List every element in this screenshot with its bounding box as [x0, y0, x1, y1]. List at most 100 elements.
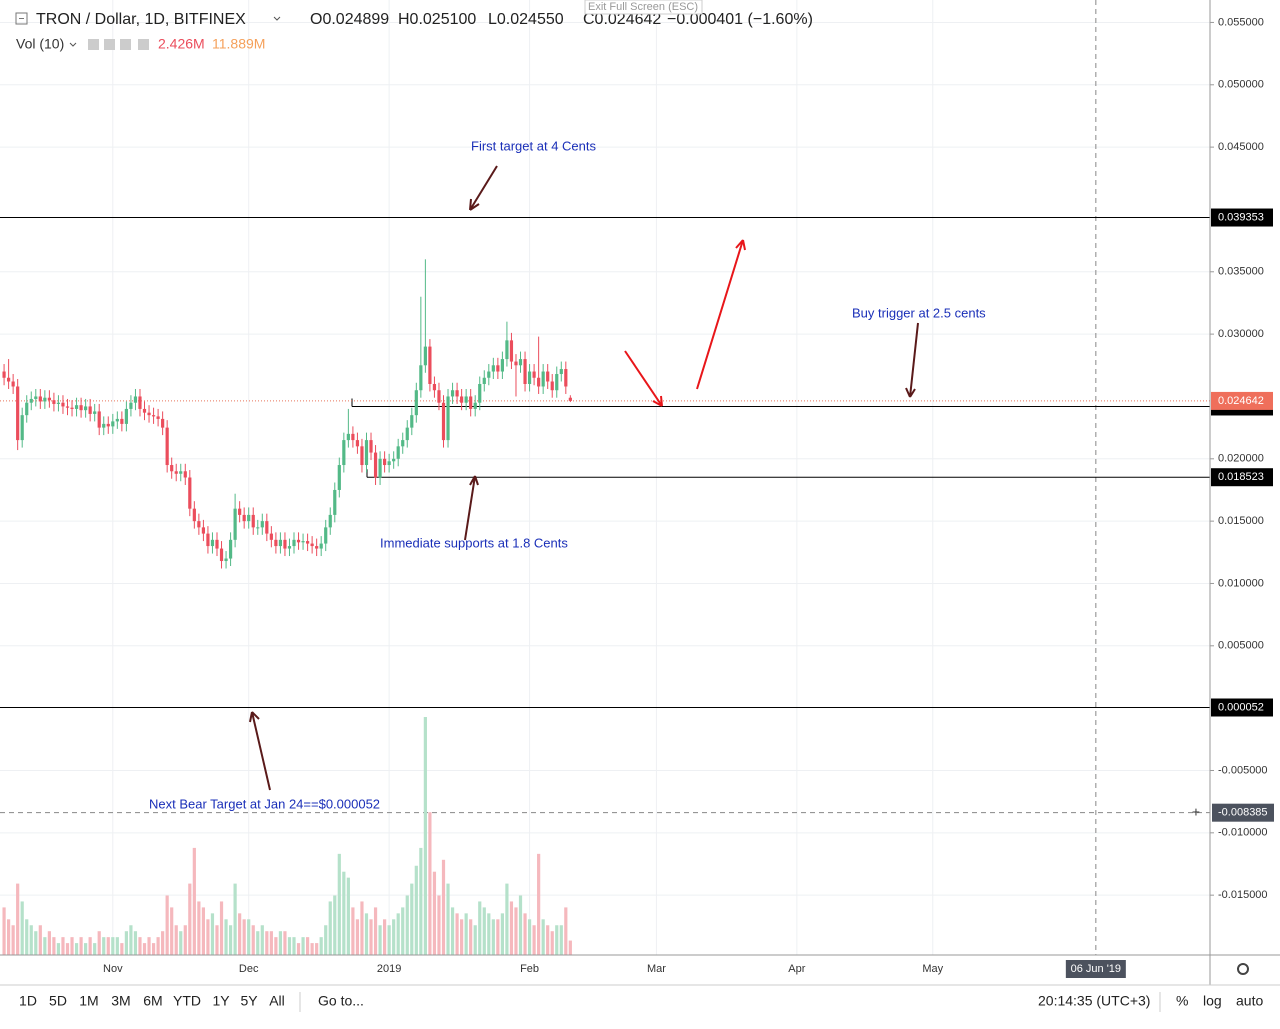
- candle-body: [228, 539, 233, 559]
- close: C0.024642: [583, 11, 661, 28]
- candle-body: [269, 533, 273, 540]
- volume-bar: [369, 919, 373, 955]
- volume-bar: [61, 937, 65, 955]
- volume-bar: [142, 943, 147, 955]
- volume-bar: [432, 871, 437, 955]
- auto-toggle[interactable]: auto: [1236, 993, 1263, 1009]
- crosshair-x-box: [1065, 960, 1126, 978]
- range-button[interactable]: 5D: [49, 993, 67, 1009]
- exit-button[interactable]: [584, 0, 703, 15]
- candle-body: [460, 396, 464, 403]
- collapse-icon[interactable]: [15, 12, 28, 25]
- volume-bar: [120, 943, 124, 955]
- volume-bar: [328, 901, 332, 955]
- volume-bar: [251, 925, 255, 955]
- candle-body: [111, 421, 115, 427]
- candle-body: [450, 390, 455, 397]
- range-button[interactable]: 6M: [143, 993, 162, 1009]
- candle-body: [84, 406, 88, 411]
- candle-body: [337, 465, 341, 490]
- volume-bar: [310, 943, 314, 955]
- x-tick-label: May: [922, 963, 943, 975]
- candle-body: [192, 508, 196, 522]
- candle-body: [242, 514, 246, 522]
- dropdown: [69, 42, 77, 47]
- volume-bar: [287, 937, 292, 955]
- annotation: Next Bear Target at Jan 24==$0.000052: [149, 796, 380, 811]
- candle-body: [147, 412, 151, 416]
- volume-bar: [106, 937, 110, 955]
- range-button[interactable]: 1Y: [212, 993, 230, 1009]
- range-button[interactable]: 3M: [111, 993, 130, 1009]
- volume-bar: [509, 901, 514, 955]
- candle-body: [265, 521, 269, 534]
- volume-bar: [419, 847, 423, 955]
- candle-body: [93, 411, 97, 414]
- volume-bar: [487, 913, 491, 955]
- red-arrows: [624, 239, 746, 407]
- volume-bar: [405, 895, 409, 955]
- candle-body: [124, 408, 128, 424]
- volume-bar: [333, 895, 337, 955]
- volume: [2, 717, 572, 955]
- volume-bar: [360, 901, 364, 955]
- candle-body: [401, 440, 405, 447]
- volume-bar: [441, 859, 446, 955]
- volume-bar: [265, 931, 269, 955]
- settings-icon[interactable]: [1237, 963, 1249, 975]
- candle-body: [256, 527, 260, 529]
- candle-body: [437, 390, 441, 403]
- volume-bar: [11, 925, 15, 955]
- range-button[interactable]: YTD: [173, 993, 201, 1009]
- change: −0.000401 (−1.60%): [667, 11, 813, 28]
- volume-bar: [410, 883, 414, 955]
- volume-bar: [188, 883, 192, 955]
- volume-bar: [147, 937, 151, 955]
- range-button[interactable]: 1D: [19, 993, 37, 1009]
- range-button[interactable]: 5Y: [240, 993, 258, 1009]
- toolbar: 1D 5D 1M 3M 6M YTD 1Y 5Y All: [19, 992, 1161, 1012]
- add-button[interactable]: +: [1192, 803, 1200, 819]
- candle-body: [532, 371, 536, 378]
- volume-bar: [56, 943, 61, 955]
- candle-body: [301, 541, 305, 543]
- log-toggle[interactable]: log: [1203, 993, 1222, 1009]
- candle-body: [491, 365, 495, 372]
- volume-bar: [16, 883, 20, 955]
- goto[interactable]: Go to...: [318, 993, 364, 1009]
- volume-bar: [450, 907, 455, 955]
- candle-body: [419, 365, 423, 391]
- candle-body: [38, 396, 42, 402]
- volume-bar: [197, 901, 201, 955]
- range-button[interactable]: All: [269, 993, 285, 1009]
- volume-bar: [355, 919, 360, 955]
- candle-body: [287, 546, 292, 549]
- vol-label[interactable]: Vol (10): [16, 36, 64, 52]
- candle-body: [133, 396, 138, 403]
- x-tick-label: Apr: [788, 963, 805, 975]
- candle-body: [410, 415, 414, 428]
- volume-bar: [65, 943, 70, 955]
- arrows: [249, 165, 919, 791]
- last-price-label: 0.024642: [1218, 395, 1264, 407]
- volume-bar: [301, 937, 305, 955]
- candle-body: [559, 369, 563, 375]
- volume-bar: [392, 919, 396, 955]
- high: H0.025100: [398, 11, 476, 28]
- percent-toggle[interactable]: %: [1176, 993, 1188, 1009]
- volume-bar: [555, 925, 559, 955]
- volume-bar: [102, 937, 106, 955]
- candle-body: [120, 418, 124, 424]
- range-button[interactable]: 1M: [79, 993, 98, 1009]
- volume-bar: [233, 883, 237, 955]
- candle-body: [310, 543, 314, 547]
- candle-body: [414, 390, 418, 416]
- candle-body: [432, 383, 437, 391]
- volume-bar: [215, 925, 219, 955]
- symbol[interactable]: TRON / Dollar, 1D, BITFINEX: [36, 11, 246, 28]
- exit-label[interactable]: Exit Full Screen (ESC): [588, 1, 698, 13]
- volume-bar: [373, 907, 378, 955]
- volume-bar: [97, 931, 101, 955]
- candle-body: [251, 514, 255, 528]
- candle-body: [74, 405, 79, 409]
